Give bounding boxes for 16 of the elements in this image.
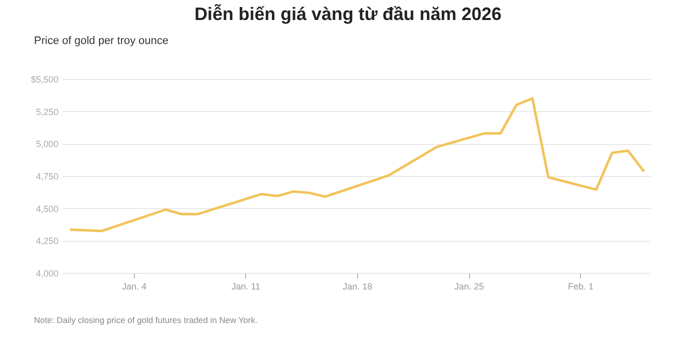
line-series bbox=[68, 97, 646, 232]
y-tick-label: 4,250 bbox=[36, 236, 58, 246]
y-tick-label: 5,250 bbox=[36, 106, 58, 117]
x-tick-label: Jan. 18 bbox=[342, 282, 372, 292]
y-tick-label: $5,500 bbox=[30, 74, 58, 84]
chart-title: Diễn biến giá vàng từ đầu năm 2026 bbox=[194, 4, 502, 24]
y-tick-label: 4,000 bbox=[36, 268, 58, 278]
x-tick-label: Feb. 1 bbox=[568, 282, 594, 292]
y-tick-label: 4,750 bbox=[36, 172, 58, 182]
y-tick-label: 5,000 bbox=[36, 139, 58, 150]
x-tick-label: Jan. 11 bbox=[231, 282, 260, 292]
x-tick-label: Jan. 25 bbox=[454, 282, 484, 292]
x-tick-label: Jan. 4 bbox=[122, 282, 147, 292]
y-axis-title: Price of gold per troy ounce bbox=[34, 35, 169, 47]
text: Note: Daily closing price of gold futures traded in New York. bbox=[34, 315, 258, 325]
y-tick-label: 4,500 bbox=[36, 204, 58, 214]
